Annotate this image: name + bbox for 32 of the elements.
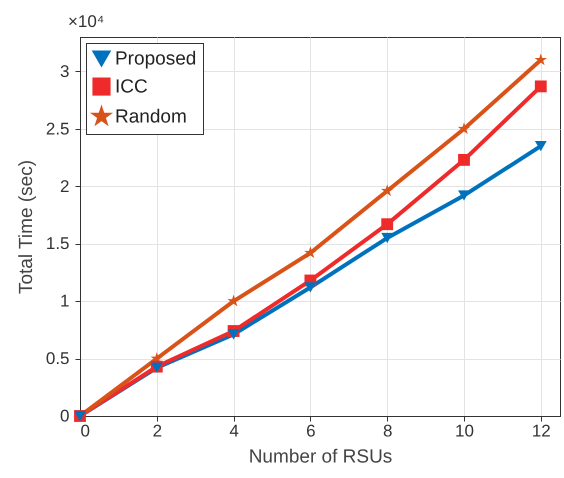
point <box>380 184 394 196</box>
y-tick-label: 2.5 <box>46 119 70 138</box>
legend-label: Proposed <box>115 48 196 70</box>
x-tick-label: 12 <box>532 422 551 440</box>
x-tick-label: 6 <box>306 422 316 440</box>
point <box>534 140 547 152</box>
point <box>381 232 394 244</box>
text: ×10⁴ <box>68 12 104 31</box>
y-tick-label: 1.5 <box>46 234 70 254</box>
y-tick-label: 0 <box>60 406 70 426</box>
point <box>304 282 316 292</box>
point <box>458 154 470 166</box>
legend-label: Random <box>115 106 187 128</box>
point <box>458 190 470 201</box>
y-tick-label: 1 <box>60 292 70 311</box>
y-axis-title: Total Time (sec) <box>16 160 37 294</box>
x-tick-label: 2 <box>152 422 162 440</box>
y-tick-label: 3 <box>60 62 70 81</box>
x-axis-title: Number of RSUs <box>248 446 392 468</box>
y-tick-label: 2 <box>60 176 70 196</box>
legend-label: ICC <box>115 76 148 98</box>
point <box>228 329 240 340</box>
x-tick-label: 0 <box>80 422 90 440</box>
point <box>534 80 547 92</box>
point <box>458 122 470 134</box>
y-tick-label: 0.5 <box>46 349 70 368</box>
point <box>304 246 317 258</box>
x-tick-label: 4 <box>229 422 239 440</box>
x-tick-label: 10 <box>455 422 474 440</box>
point <box>534 53 548 66</box>
point <box>381 218 394 230</box>
x-tick-label: 8 <box>382 422 392 440</box>
